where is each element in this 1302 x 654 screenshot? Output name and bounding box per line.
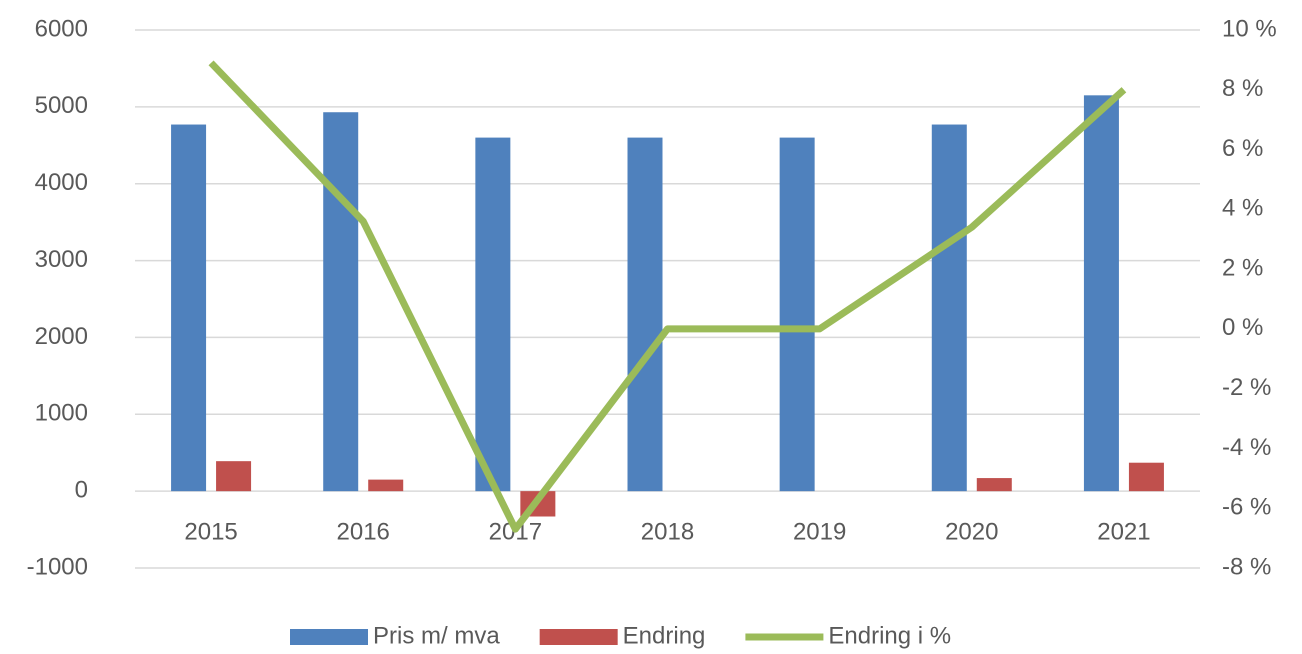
y2-tick-label: 10 % xyxy=(1222,15,1277,42)
bar xyxy=(779,137,815,492)
legend-swatch xyxy=(290,629,368,645)
bar xyxy=(627,137,663,492)
x-tick-label: 2015 xyxy=(184,518,237,545)
y2-tick-label: 4 % xyxy=(1222,195,1263,222)
bar xyxy=(1083,95,1119,492)
bar xyxy=(976,478,1012,492)
y-tick-label: 2000 xyxy=(35,323,88,350)
bar xyxy=(216,461,252,492)
y-tick-label: 3000 xyxy=(35,246,88,273)
x-tick-label: 2018 xyxy=(641,518,694,545)
y2-tick-label: -2 % xyxy=(1222,374,1271,401)
bar xyxy=(475,137,511,492)
bar xyxy=(323,112,359,492)
bar xyxy=(1128,462,1164,492)
y2-tick-label: 2 % xyxy=(1222,254,1263,281)
legend-label: Endring i % xyxy=(828,622,951,649)
x-tick-label: 2020 xyxy=(945,518,998,545)
legend-swatch xyxy=(539,629,618,645)
legend-label: Pris m/ mva xyxy=(373,622,500,649)
y-tick-label: 1000 xyxy=(35,400,88,427)
bar xyxy=(368,479,404,492)
y2-tick-label: 8 % xyxy=(1222,75,1263,102)
y-tick-label: 5000 xyxy=(35,92,88,119)
y2-tick-label: 0 % xyxy=(1222,314,1263,341)
y2-tick-label: 6 % xyxy=(1222,135,1263,162)
y2-tick-label: -6 % xyxy=(1222,494,1271,521)
y-tick-label: 6000 xyxy=(35,15,88,42)
y2-tick-label: -4 % xyxy=(1222,434,1271,461)
x-tick-label: 2016 xyxy=(337,518,390,545)
y2-tick-label: -8 % xyxy=(1222,553,1271,580)
y-tick-label: 0 xyxy=(75,476,88,503)
x-tick-label: 2021 xyxy=(1097,518,1150,545)
bar xyxy=(931,124,967,492)
line-series xyxy=(208,60,1127,533)
x-tick-label: 2019 xyxy=(793,518,846,545)
bar xyxy=(171,124,207,492)
legend-label: Endring xyxy=(623,622,706,649)
y-tick-label: 4000 xyxy=(35,169,88,196)
y-tick-label: -1000 xyxy=(27,553,88,580)
